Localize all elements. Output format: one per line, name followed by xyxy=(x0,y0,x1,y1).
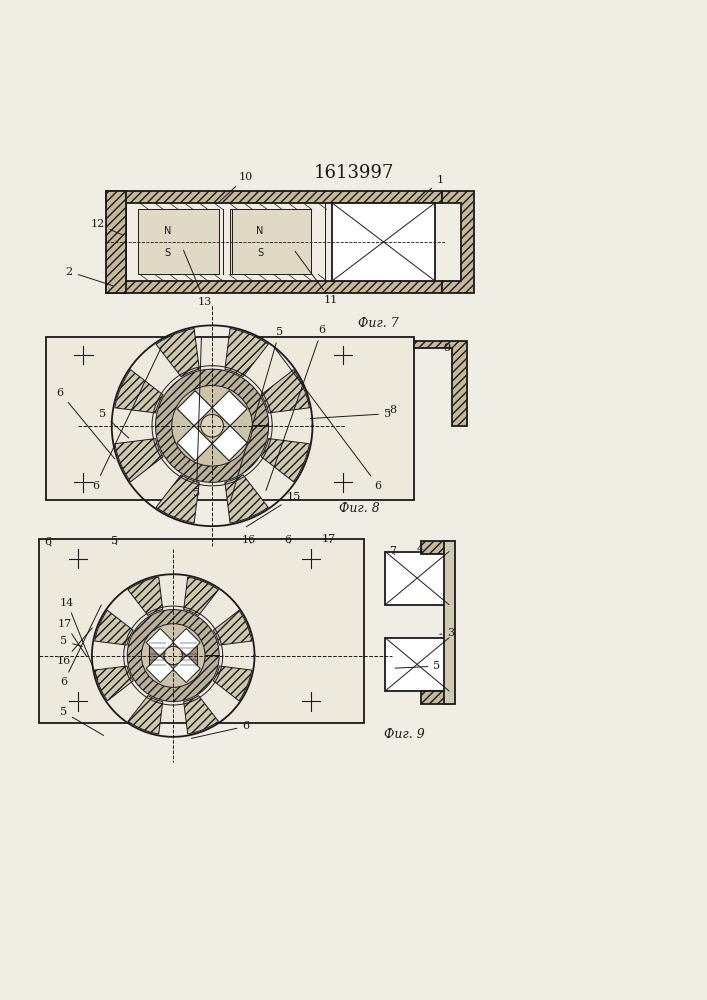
Text: 5: 5 xyxy=(230,327,283,501)
Text: N: N xyxy=(257,226,264,236)
Bar xyxy=(230,209,311,274)
Polygon shape xyxy=(261,439,310,482)
Polygon shape xyxy=(156,328,199,377)
Polygon shape xyxy=(128,577,163,615)
Text: 15: 15 xyxy=(246,492,300,527)
Polygon shape xyxy=(156,369,269,482)
Text: Фиг. 8: Фиг. 8 xyxy=(339,502,380,515)
Polygon shape xyxy=(212,426,247,461)
Text: 6: 6 xyxy=(60,605,101,687)
Bar xyxy=(444,541,455,704)
Bar xyxy=(180,643,197,668)
Text: 6: 6 xyxy=(192,721,250,738)
Text: 11: 11 xyxy=(295,251,338,305)
Circle shape xyxy=(141,624,205,687)
Text: 6: 6 xyxy=(266,325,325,490)
Bar xyxy=(149,643,166,668)
Circle shape xyxy=(201,414,223,437)
Polygon shape xyxy=(184,696,218,734)
Bar xyxy=(385,552,449,605)
Polygon shape xyxy=(177,426,212,461)
Polygon shape xyxy=(442,191,474,293)
Text: S: S xyxy=(165,248,170,258)
Polygon shape xyxy=(95,666,133,701)
Text: 8: 8 xyxy=(389,405,396,415)
Polygon shape xyxy=(115,439,163,482)
Bar xyxy=(421,541,449,554)
Text: 2: 2 xyxy=(66,267,112,286)
Text: 17: 17 xyxy=(322,534,336,544)
Text: 5: 5 xyxy=(310,409,391,419)
Text: 6: 6 xyxy=(284,535,291,545)
Text: 7: 7 xyxy=(389,546,396,556)
Polygon shape xyxy=(95,610,133,645)
Text: N: N xyxy=(164,226,171,236)
Polygon shape xyxy=(177,391,212,426)
Text: 6: 6 xyxy=(45,537,52,547)
Text: 5: 5 xyxy=(99,409,129,438)
Polygon shape xyxy=(414,341,467,426)
Polygon shape xyxy=(156,475,199,523)
Polygon shape xyxy=(225,328,268,377)
Polygon shape xyxy=(261,370,310,413)
Text: 6: 6 xyxy=(92,347,161,491)
Text: 4: 4 xyxy=(417,544,424,554)
Text: 13: 13 xyxy=(184,250,212,307)
Polygon shape xyxy=(214,666,252,701)
Polygon shape xyxy=(173,629,200,656)
Text: 6: 6 xyxy=(57,388,115,459)
Text: 6: 6 xyxy=(274,347,382,491)
Text: 12: 12 xyxy=(90,219,123,235)
Polygon shape xyxy=(39,539,364,723)
Circle shape xyxy=(172,385,252,466)
Polygon shape xyxy=(225,475,268,523)
Text: 5: 5 xyxy=(111,536,118,546)
Polygon shape xyxy=(184,577,218,615)
Polygon shape xyxy=(106,281,442,293)
Text: 1: 1 xyxy=(417,175,443,203)
Polygon shape xyxy=(46,337,414,500)
Polygon shape xyxy=(173,655,200,683)
Polygon shape xyxy=(212,391,247,426)
Polygon shape xyxy=(214,610,252,645)
Text: 17: 17 xyxy=(58,619,87,657)
Text: 9: 9 xyxy=(443,343,450,353)
Text: S: S xyxy=(257,248,263,258)
Text: 5: 5 xyxy=(395,661,440,671)
Text: 10: 10 xyxy=(218,172,253,203)
Circle shape xyxy=(164,646,182,665)
Polygon shape xyxy=(106,191,126,293)
Polygon shape xyxy=(146,629,174,656)
Polygon shape xyxy=(106,191,442,203)
Text: 14: 14 xyxy=(60,598,98,680)
Text: Фиг. 7: Фиг. 7 xyxy=(358,317,399,330)
Polygon shape xyxy=(146,655,174,683)
Text: 3: 3 xyxy=(440,628,455,638)
Bar xyxy=(332,203,435,281)
Polygon shape xyxy=(127,610,219,701)
Text: 5: 5 xyxy=(60,707,104,735)
Text: Фиг. 9: Фиг. 9 xyxy=(384,728,425,741)
Text: 16: 16 xyxy=(242,535,256,545)
Text: 16: 16 xyxy=(57,628,92,666)
Polygon shape xyxy=(128,696,163,734)
Text: 5: 5 xyxy=(60,636,82,646)
Polygon shape xyxy=(115,370,163,413)
Text: 1613997: 1613997 xyxy=(313,164,394,182)
Bar xyxy=(385,638,449,691)
Text: 5: 5 xyxy=(193,337,201,498)
Bar xyxy=(138,209,219,274)
Bar xyxy=(421,691,449,704)
